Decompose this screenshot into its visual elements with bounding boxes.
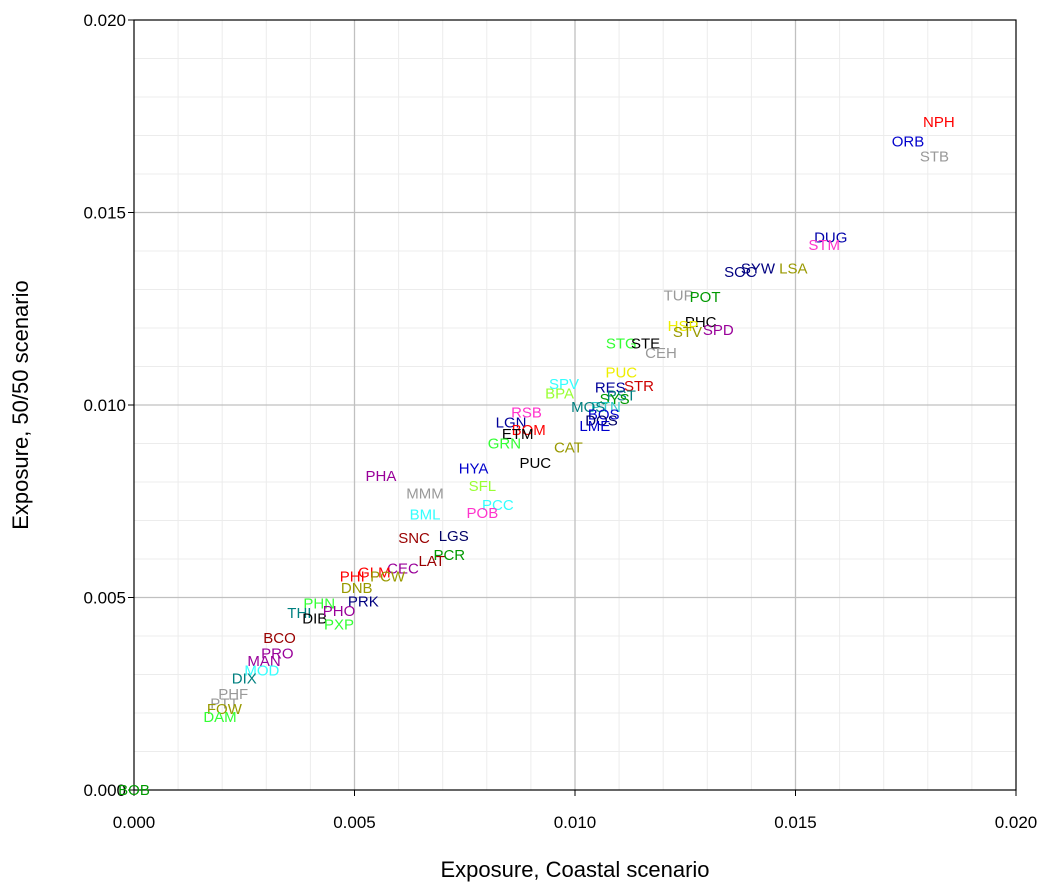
x-axis-title: Exposure, Coastal scenario xyxy=(440,857,709,882)
point-label-pho: PHO xyxy=(323,603,356,620)
point-label-hya: HYA xyxy=(459,461,489,478)
point-label-dnb: DNB xyxy=(341,580,373,597)
y-tick-label: 0.015 xyxy=(83,204,126,223)
point-label-puc: PUC xyxy=(605,364,637,381)
point-label-puc: PUC xyxy=(519,455,551,472)
y-tick-label: 0.005 xyxy=(83,589,126,608)
point-label-stg: STG xyxy=(606,335,637,352)
point-label-pot: POT xyxy=(690,289,721,306)
point-label-syw: SYW xyxy=(741,260,776,277)
x-tick-label: 0.020 xyxy=(995,813,1038,832)
point-label-mod: MOD xyxy=(244,663,279,680)
x-tick-label: 0.015 xyxy=(774,813,817,832)
point-label-ste: STE xyxy=(631,335,660,352)
point-label-cec: CEC xyxy=(387,561,419,578)
point-label-man: MAN xyxy=(247,653,280,670)
point-label-stm: STM xyxy=(808,237,840,254)
point-label-lgs: LGS xyxy=(439,528,469,545)
point-label-dos: DOS xyxy=(585,412,618,429)
point-label-phf: PHF xyxy=(218,686,248,703)
point-label-pha: PHA xyxy=(366,468,397,485)
point-label-lsa: LSA xyxy=(779,260,807,277)
y-tick-label: 0.000 xyxy=(83,781,126,800)
point-label-spv: SPV xyxy=(549,376,579,393)
point-label-dug: DUG xyxy=(814,230,847,247)
point-label-bpa: BPA xyxy=(545,385,574,402)
axis-ticks: 0.000 0.005 0.010 0.015 0.020 0.000 0.005 0.010… xyxy=(83,11,1037,832)
point-label-stv: STV xyxy=(673,324,702,341)
point-label-glm: GLM xyxy=(358,564,391,581)
major-gridlines xyxy=(134,20,1016,790)
point-label-snc: SNC xyxy=(398,530,430,547)
point-label-ptt: PTT xyxy=(210,695,238,712)
point-label-rsb: RSB xyxy=(511,405,542,422)
point-label-phc: PHC xyxy=(685,314,717,331)
point-label-sys: SYS xyxy=(600,391,630,408)
point-label-pcr: PCR xyxy=(433,547,465,564)
point-label-mmm: MMM xyxy=(406,486,444,503)
point-label-pob: POB xyxy=(467,505,499,522)
point-label-prk: PRK xyxy=(348,593,379,610)
point-label-lme: LME xyxy=(579,418,610,435)
point-label-tup: TUP xyxy=(664,287,694,304)
point-label-bom: BOM xyxy=(512,422,546,439)
point-label-ceh: CEH xyxy=(645,345,677,362)
point-label-sfl: SFL xyxy=(469,478,497,495)
point-label-lat: LAT xyxy=(418,553,444,570)
point-label-pro: PRO xyxy=(261,645,294,662)
point-label-grn: GRN xyxy=(488,436,521,453)
x-tick-label: 0.000 xyxy=(113,813,156,832)
point-label-hsp: HSP xyxy=(668,318,699,335)
point-label-pst: PST xyxy=(607,387,636,404)
point-label-phn: PHN xyxy=(303,595,335,612)
x-tick-label: 0.005 xyxy=(333,813,376,832)
point-label-ptn: PTN xyxy=(591,399,621,416)
point-label-soc: SOC xyxy=(724,264,757,281)
point-label-dam: DAM xyxy=(203,709,236,726)
point-label-pxp: PXP xyxy=(324,616,354,633)
point-label-pcw: PCW xyxy=(370,568,406,585)
point-label-stb: STB xyxy=(920,149,949,166)
point-label-mos: MOS xyxy=(571,399,605,416)
point-label-res: RES xyxy=(595,380,626,397)
point-label-dib: DIB xyxy=(302,611,327,628)
point-label-pcc: PCC xyxy=(482,497,514,514)
y-tick-label: 0.010 xyxy=(83,396,126,415)
point-label-str: STR xyxy=(624,378,654,395)
x-tick-label: 0.010 xyxy=(554,813,597,832)
point-label-etm: ETM xyxy=(502,426,534,443)
point-label-lgn: LGN xyxy=(496,414,527,431)
point-label-fow: FOW xyxy=(207,701,243,718)
point-label-orb: ORB xyxy=(892,133,925,150)
y-tick-label: 0.020 xyxy=(83,11,126,30)
point-label-bml: BML xyxy=(410,507,441,524)
point-label-bob: BOB xyxy=(118,782,150,799)
point-label-cat: CAT xyxy=(554,439,583,456)
y-axis-title: Exposure, 50/50 scenario xyxy=(8,280,33,530)
point-label-phi: PHI xyxy=(340,568,365,585)
point-label-bco: BCO xyxy=(263,630,296,647)
point-label-thi: THI xyxy=(287,605,311,622)
point-label-spd: SPD xyxy=(703,322,734,339)
point-label-dix: DIX xyxy=(232,670,257,687)
point-label-nph: NPH xyxy=(923,114,955,131)
point-label-bos: BOS xyxy=(588,407,620,424)
